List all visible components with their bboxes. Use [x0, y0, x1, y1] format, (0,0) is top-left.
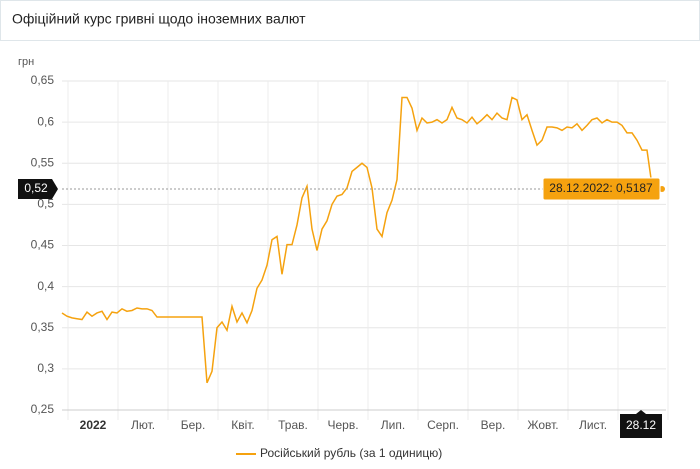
page-title: Офіційний курс гривні щодо іноземних вал… — [12, 11, 306, 27]
crosshair-y-box — [18, 178, 58, 199]
x-tick-label: Лип. — [381, 418, 405, 432]
line-series — [61, 96, 663, 384]
x-tick-label: 2022 — [80, 418, 107, 432]
y-tick-label: 0,6 — [37, 114, 54, 128]
x-tick-label: Черв. — [327, 418, 358, 432]
y-tick-label: 0,25 — [31, 402, 55, 416]
legend-label: Російський рубль (за 1 одиницю) — [260, 446, 442, 460]
x-tick-label: Лют. — [131, 418, 155, 432]
header-bar — [0, 0, 700, 41]
y-axis-label: грн — [18, 56, 34, 68]
crosshair-y-label: 0,52 — [24, 181, 48, 195]
x-tick-label: Вер. — [481, 418, 506, 432]
y-tick-label: 0,3 — [37, 361, 54, 375]
crosshair-x-box — [620, 410, 662, 438]
y-tick-label: 0,65 — [31, 73, 55, 87]
tooltip-text: 28.12.2022: 0,5187 — [549, 181, 653, 195]
x-tick-label: Лист. — [579, 418, 607, 432]
y-tick-label: 0,5 — [37, 197, 54, 211]
x-tick-label: Жовт. — [527, 418, 558, 432]
y-tick-label: 0,55 — [31, 155, 55, 169]
x-tick-label: Квіт. — [231, 418, 255, 432]
y-tick-label: 0,45 — [31, 238, 55, 252]
y-tick-label: 0,4 — [37, 279, 54, 293]
x-tick-label: Трав. — [278, 418, 308, 432]
y-tick-label: 0,35 — [31, 320, 55, 334]
crosshair-x-label: 28.12 — [626, 418, 656, 432]
x-tick-label: Серп. — [427, 418, 459, 432]
tooltip-box — [542, 177, 661, 201]
x-tick-label: Бер. — [181, 418, 206, 432]
